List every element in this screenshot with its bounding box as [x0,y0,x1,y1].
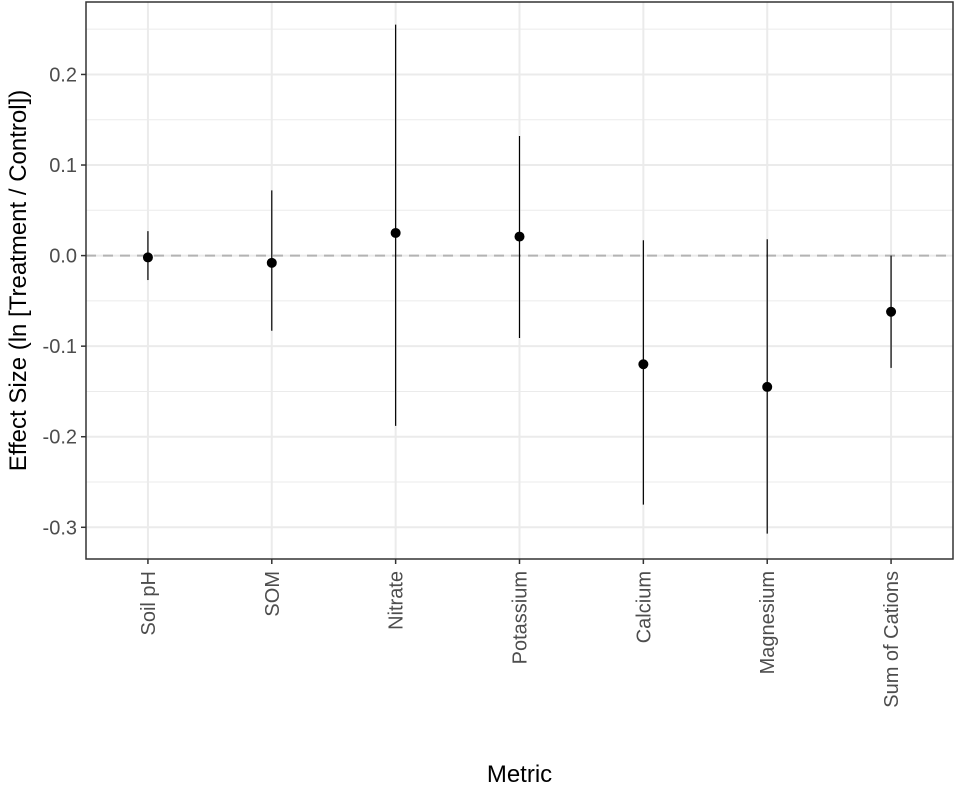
x-tick-label: Sum of Cations [881,571,903,708]
data-point [142,252,153,263]
data-point [638,359,649,370]
y-tick-label: -0.1 [43,336,77,358]
x-tick-label: Calcium [633,571,655,643]
y-axis-title: Effect Size (ln [Treatment / Control]) [5,90,32,471]
x-tick-label: Nitrate [386,571,408,630]
data-point [886,306,897,317]
x-tick-label: SOM [262,571,284,617]
axes-layer: -0.3 -0.2 -0.1 0.0 0.1 0.2 Soil pH SOM Nitrate Po… [43,1,954,708]
x-tick-label: Soil pH [138,571,160,635]
x-tick-label: Potassium [510,571,532,664]
y-tick-label: 0.1 [49,155,77,177]
y-tick-label: -0.3 [43,517,77,539]
y-tick-label: 0.2 [49,64,77,86]
data-point [762,381,773,392]
data-point [514,231,525,242]
y-tick-label: 0.0 [49,246,77,268]
data-point [266,257,277,268]
y-tick-label: -0.2 [43,427,77,449]
marks-layer [142,24,897,534]
x-tick-label: Magnesium [757,571,779,674]
data-point [390,227,401,238]
x-axis-title: Metric [487,761,552,788]
